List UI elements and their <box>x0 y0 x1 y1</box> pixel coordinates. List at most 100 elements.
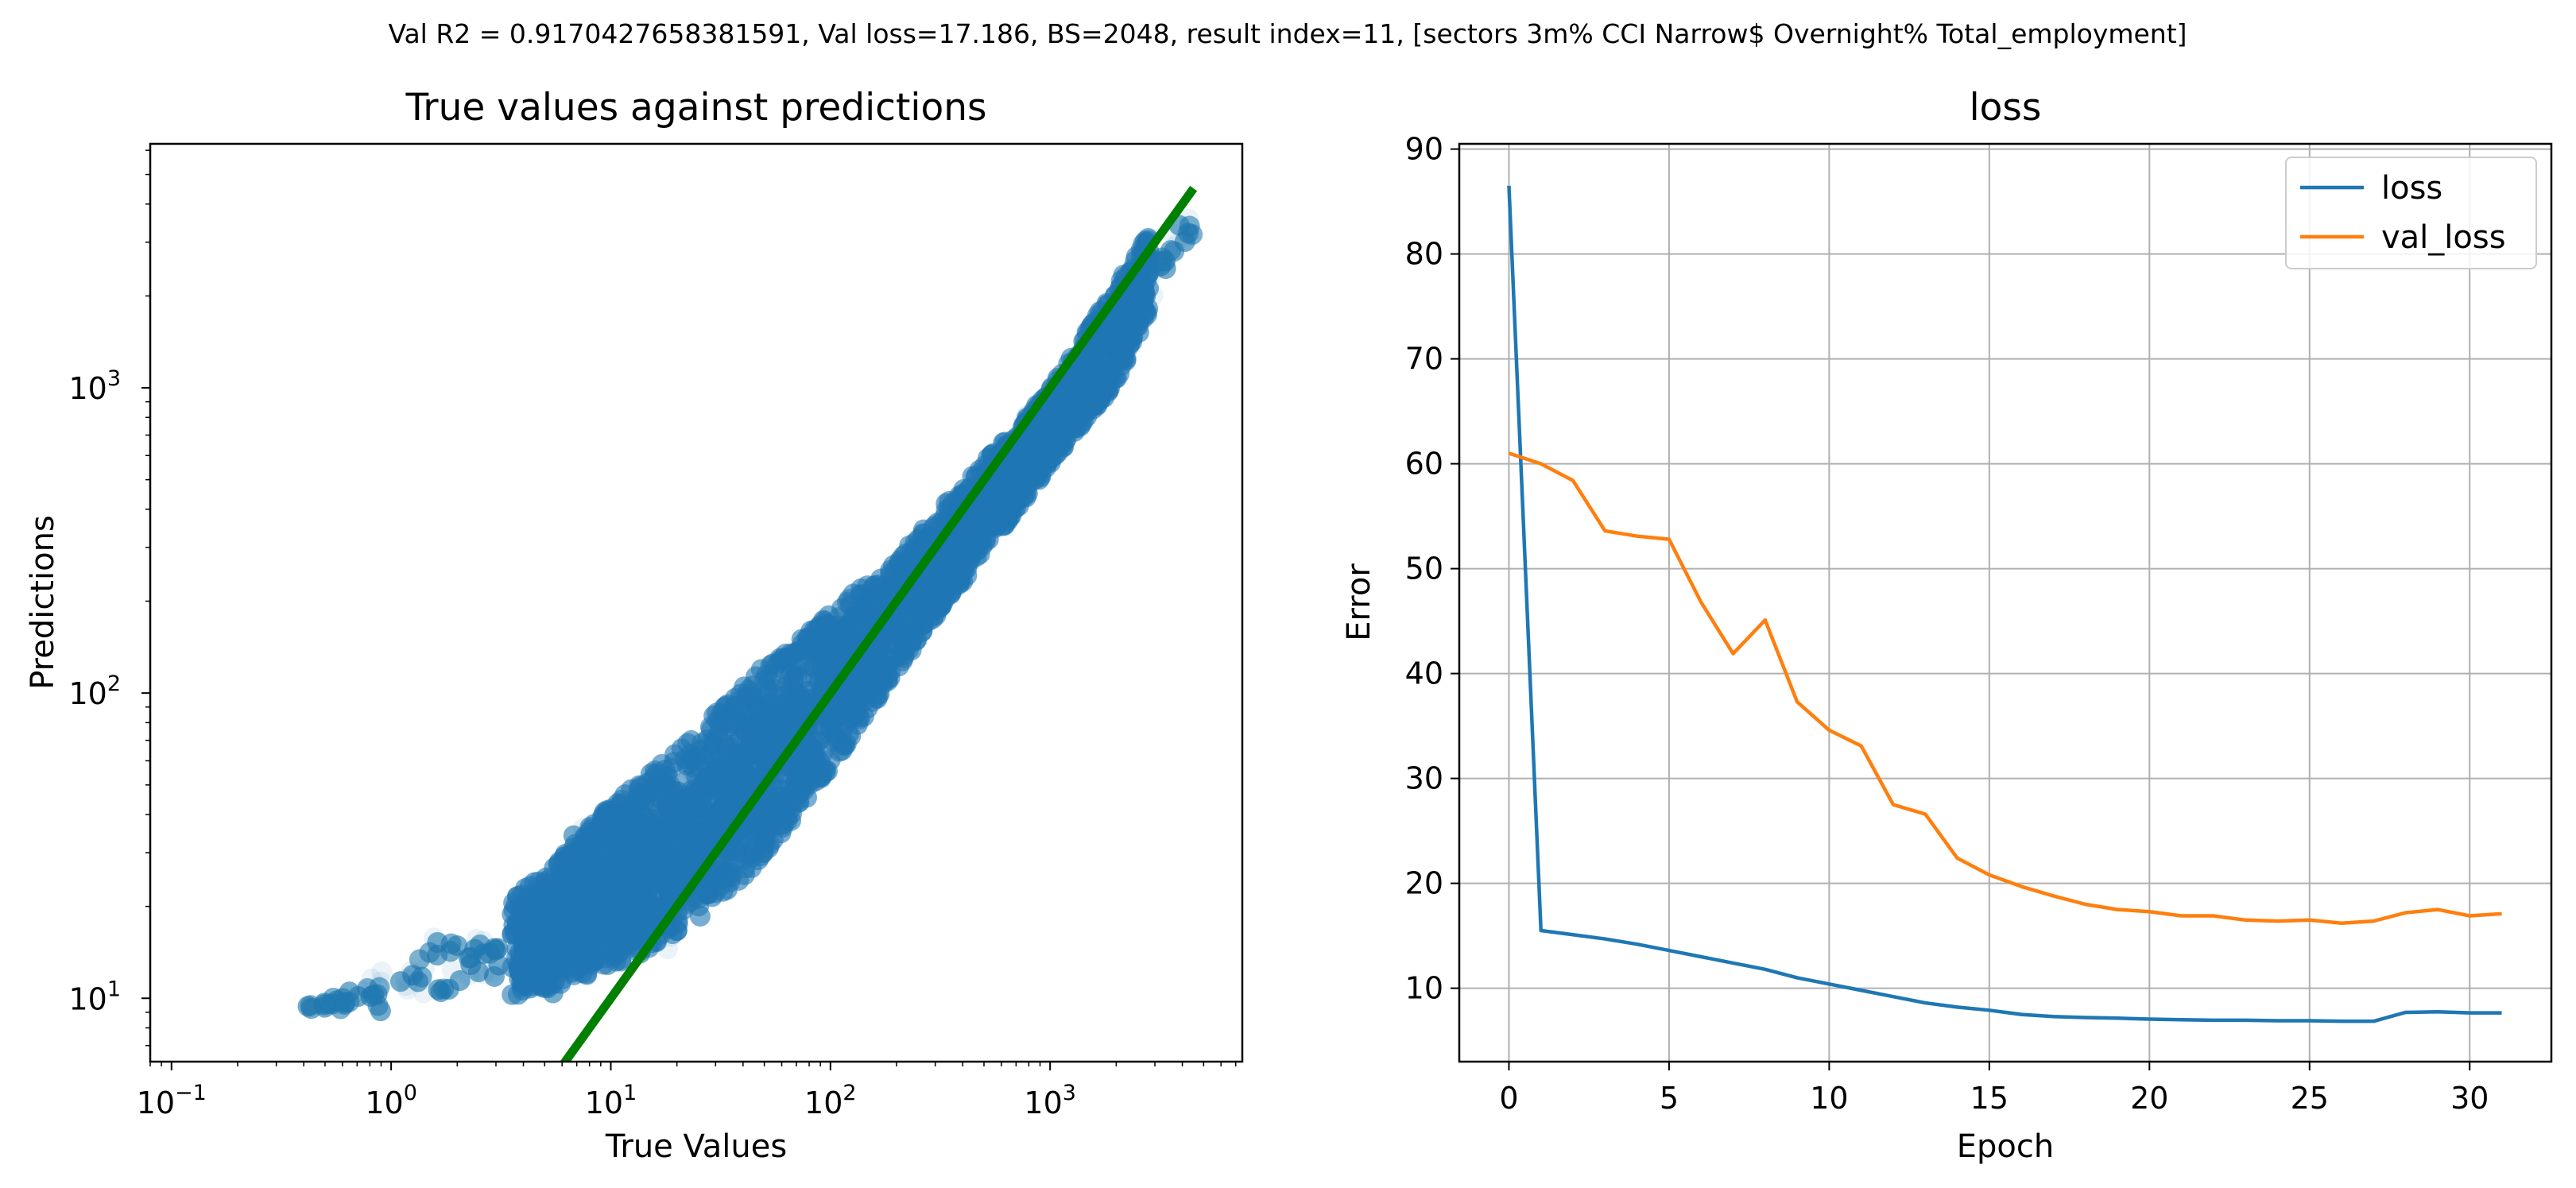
scatter-point <box>1179 215 1200 237</box>
scatter-point <box>339 981 360 1003</box>
scatter-point <box>473 943 494 965</box>
scatter-point <box>464 938 486 960</box>
scatter-point <box>314 993 335 1014</box>
scatter-point <box>367 995 389 1016</box>
scatter-point <box>460 954 482 975</box>
scatter-point <box>428 979 449 1000</box>
scatter-point <box>369 977 390 998</box>
scatter-point <box>447 935 468 957</box>
scatter-point <box>459 964 480 985</box>
scatter-point <box>483 938 505 959</box>
scatter-point <box>460 946 482 968</box>
scatter-point <box>366 984 388 1005</box>
scatter-point <box>467 962 489 983</box>
scatter-point <box>408 971 429 993</box>
scatter-point <box>402 965 424 986</box>
scatter-point <box>347 985 369 1007</box>
scatter-point <box>440 941 461 962</box>
scatter-point <box>313 994 335 1016</box>
scatter-point <box>357 977 378 999</box>
scatter-point <box>428 979 449 1000</box>
scatter-point <box>369 977 390 998</box>
figure-suptitle: Val R2 = 0.9170427658381591, Val loss=17… <box>388 18 2187 49</box>
scatter-point <box>300 995 321 1016</box>
scatter-point <box>360 985 382 1007</box>
scatter-point <box>370 971 392 993</box>
scatter-point <box>370 1000 391 1022</box>
scatter-point <box>447 935 468 957</box>
scatter-point <box>1155 257 1176 279</box>
scatter-point <box>402 965 424 986</box>
scatter-point <box>427 945 448 966</box>
scatter-point <box>323 987 344 1008</box>
scatter-point <box>1174 231 1195 253</box>
scatter-point <box>466 928 487 950</box>
scatter-point <box>1177 223 1199 244</box>
scatter-point <box>411 966 432 988</box>
scatter-point <box>449 969 471 991</box>
scatter-point <box>440 933 462 954</box>
scatter-point <box>363 985 385 1006</box>
scatter-point <box>297 996 319 1017</box>
scatter-point <box>460 954 482 975</box>
scatter-point <box>485 939 506 961</box>
scatter-point <box>297 996 319 1017</box>
scatter-point <box>1165 234 1187 256</box>
scatter-point <box>323 992 345 1013</box>
scatter-point <box>316 994 338 1016</box>
scatter-point <box>330 998 351 1020</box>
scatter-point <box>347 985 369 1007</box>
scatter-point <box>300 995 321 1016</box>
scatter-point <box>1155 257 1176 279</box>
scatter-point <box>430 981 451 1002</box>
scatter-point <box>390 971 412 993</box>
scatter-point <box>433 978 455 1000</box>
scatter-point <box>1155 251 1176 273</box>
scatter-point <box>1178 208 1199 230</box>
scatter-point <box>483 938 505 959</box>
scatter-point <box>314 993 335 1014</box>
scatter-point <box>334 993 355 1015</box>
scatter-point <box>300 998 322 1020</box>
scatter-point <box>438 978 459 1000</box>
scatter-point <box>1174 231 1195 253</box>
scatter-point <box>1177 223 1199 244</box>
scatter-point <box>1164 241 1185 262</box>
scatter-point <box>339 991 360 1012</box>
scatter-point <box>390 971 412 993</box>
scatter-point <box>1176 225 1197 246</box>
scatter-point <box>484 965 506 987</box>
scatter-point <box>409 949 430 970</box>
scatter-point <box>485 939 506 961</box>
scatter-point <box>404 965 425 987</box>
scatter-point <box>339 981 360 1003</box>
scatter-point <box>1154 250 1176 272</box>
scatter-point <box>323 987 344 1008</box>
scatter-point <box>409 949 430 970</box>
scatter-point <box>449 969 471 991</box>
scatter-point <box>473 943 494 965</box>
scatter-point <box>354 981 375 1003</box>
scatter-point <box>320 993 341 1015</box>
scatter-point <box>458 947 479 969</box>
scatter-point <box>430 981 451 1002</box>
scatter-point <box>411 966 432 988</box>
scatter-point <box>413 958 435 980</box>
scatter-point <box>332 988 354 1009</box>
scatter-point <box>467 962 489 983</box>
scatter-point <box>1164 241 1185 262</box>
scatter-point <box>440 933 462 954</box>
scatter-point <box>1164 241 1185 262</box>
scatter-point <box>427 932 448 954</box>
scatter-point <box>327 994 348 1016</box>
scatter-point <box>428 979 449 1000</box>
scatter-point <box>460 954 482 975</box>
scatter-point <box>438 978 459 1000</box>
scatter-point <box>408 971 429 993</box>
scatter-point <box>1154 250 1176 272</box>
scatter-point <box>330 998 351 1020</box>
scatter-point <box>397 979 418 1000</box>
scatter-point <box>1154 250 1176 272</box>
scatter-point <box>1182 224 1203 246</box>
